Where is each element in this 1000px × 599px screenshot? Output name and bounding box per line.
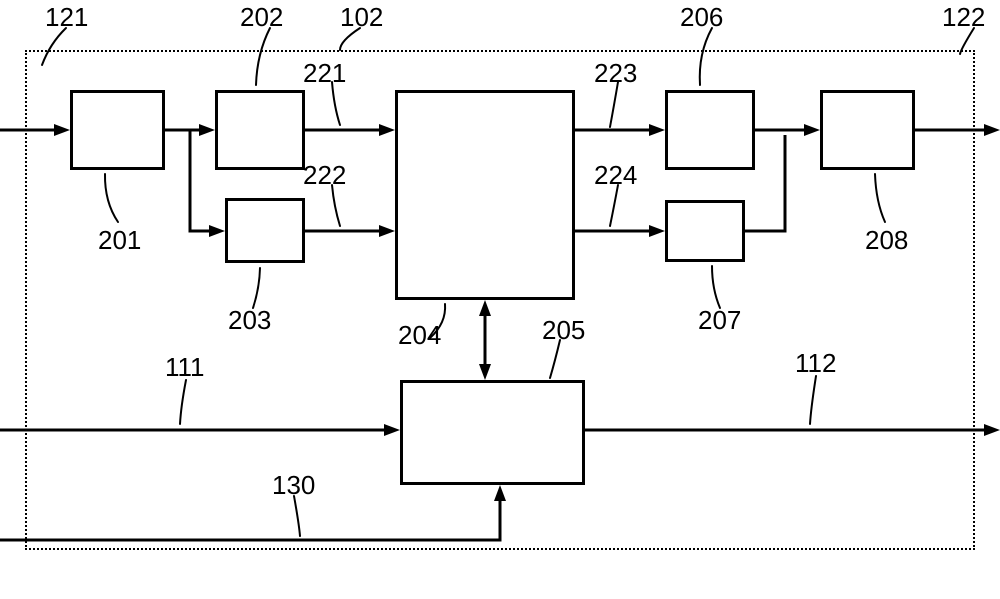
label-224: 224 — [594, 160, 637, 191]
wires-layer — [0, 0, 1000, 599]
label-205: 205 — [542, 315, 585, 346]
label-222: 222 — [303, 160, 346, 191]
label-204: 204 — [398, 320, 441, 351]
diagram-stage: 121 202 102 206 122 221 222 223 224 201 … — [0, 0, 1000, 599]
label-102: 102 — [340, 2, 383, 33]
label-121: 121 — [45, 2, 88, 33]
label-208: 208 — [865, 225, 908, 256]
label-203: 203 — [228, 305, 271, 336]
label-221: 221 — [303, 58, 346, 89]
label-122: 122 — [942, 2, 985, 33]
label-130: 130 — [272, 470, 315, 501]
label-207: 207 — [698, 305, 741, 336]
label-202: 202 — [240, 2, 283, 33]
label-201: 201 — [98, 225, 141, 256]
label-111: 111 — [165, 352, 205, 383]
label-112: 112 — [795, 348, 836, 379]
label-206: 206 — [680, 2, 723, 33]
label-223: 223 — [594, 58, 637, 89]
